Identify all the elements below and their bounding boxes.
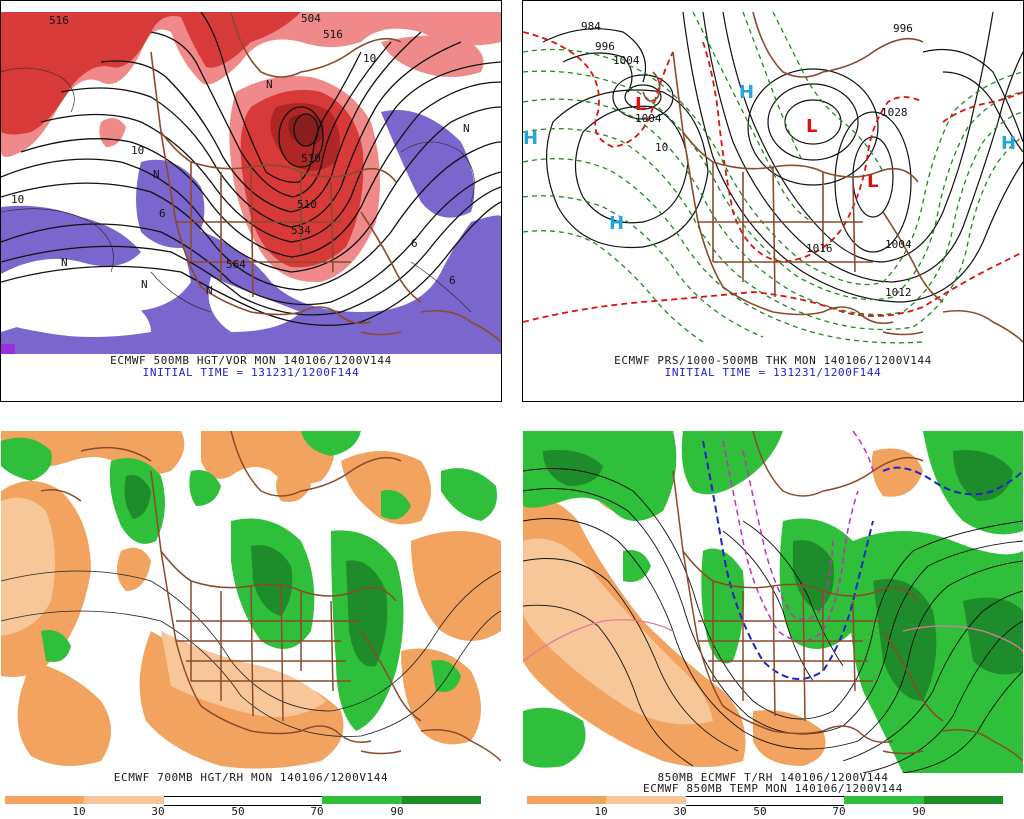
low-center: L [806,116,817,137]
coastlines [642,12,1023,343]
colorbar-bin [84,796,164,804]
colorbar-tick: 10 [72,805,86,818]
colorbar-bin [527,796,607,804]
contour-label: 996 [893,22,913,35]
panel-subtitle: INITIAL TIME = 131231/1200F144 [142,366,360,379]
contour-label: N [266,78,273,91]
low-center: L [867,171,878,192]
contour-label: 534 [291,224,311,237]
contour-label: N [153,168,160,181]
contour-label: 10 [655,141,668,154]
coastlines [672,431,1023,762]
colorbar-tick: 30 [151,805,165,818]
colorbar-tick: 10 [594,805,608,818]
vorticity-contours [1,67,475,313]
panel-850mb-temp-rh: 850MB ECMWF T/RH 140106/1200V144 ECMWF 8… [522,419,1024,819]
contour-label: 1028 [881,106,908,119]
panel-pressure-thickness: H H H H L L L 984 996 1004 1004 1016 102… [522,0,1024,402]
contour-label: 504 [301,12,321,25]
low-center: L [635,94,646,115]
contour-label: 1004 [885,238,912,251]
colorbar-tick: 70 [832,805,846,818]
panel-title: ECMWF PRS/1000-500MB THK MON 140106/1200… [614,354,932,367]
contour-label: N [61,256,68,269]
colorbar-tick: 30 [673,805,687,818]
contour-label: 6 [411,237,418,250]
light-dry-areas [1,497,326,717]
temp-contours [523,468,1023,773]
contour-label: 516 [323,28,343,41]
light-dry-areas [523,538,713,725]
colorbar-bin [764,796,845,806]
contour-label: N [206,284,213,297]
high-center: H [523,128,538,149]
contour-label: 10 [11,193,24,206]
contour-label: 10 [131,144,144,157]
colorbar [5,796,481,806]
isobars [542,12,1023,303]
high-center: H [609,213,624,234]
map-700mb-rh [1,431,501,773]
colorbar-bin [163,796,243,806]
contour-label: 10 [363,52,376,65]
very-moist-areas [124,475,388,667]
colorbar-bin [923,796,1003,804]
contour-label: N [463,122,470,135]
panel-700mb-hgt-rh: ECMWF 700MB HGT/RH MON 140106/1200V144 1… [0,419,502,819]
panel-500mb-hgt-vor: 516 504 516 510 510 534 10 10 10 564 6 6… [0,0,502,402]
colorbar-tick: 70 [310,805,324,818]
pink-contours [523,619,1023,662]
contour-label: 564 [226,258,246,271]
contour-label: N [141,278,148,291]
contour-label: 510 [301,152,321,165]
colorbar-tick: 90 [390,805,404,818]
height-contours [1,12,501,326]
coastlines [150,12,501,343]
contour-label: 1004 [613,54,640,67]
contour-label: 1004 [635,112,662,125]
thickness-540-contour [523,31,1023,323]
colorbar-bin [5,796,85,804]
pos-vorticity-area [288,114,325,145]
colorbar [527,796,1003,806]
contour-label: 996 [595,40,615,53]
contour-label: 1012 [885,286,912,299]
panel-subtitle: INITIAL TIME = 131231/1200F144 [664,366,882,379]
coastlines [40,431,501,762]
panel-title: ECMWF 700MB HGT/RH MON 140106/1200V144 [113,771,389,784]
panel-title-2: ECMWF 850MB TEMP MON 140106/1200V144 [642,782,903,795]
contour-label: 6 [449,274,456,287]
contour-label: 1016 [806,242,833,255]
height-contours [1,570,501,737]
contour-label: 516 [49,14,69,27]
panel-title: ECMWF 500MB HGT/VOR MON 140106/1200V144 [110,354,392,367]
zero-deg-contour [702,440,1023,680]
neg-vorticity-area [1,205,141,274]
contour-label: 6 [159,207,166,220]
panel-title: 850MB ECMWF T/RH 140106/1200V144 [657,771,889,784]
high-center: H [739,82,754,103]
colorbar-tick: 50 [231,805,245,818]
map-850mb-temp-rh [523,431,1023,773]
colorbar-bin [606,796,686,804]
colorbar-bin [685,796,765,806]
cold-contours [722,431,874,642]
high-center: H [1001,133,1016,154]
colorbar-bin [401,796,481,804]
colorbar-tick: 50 [753,805,767,818]
colorbar-bin [322,796,402,804]
colorbar-tick: 90 [912,805,926,818]
pos-vorticity-area [1,12,301,135]
neg-vorticity-area [381,110,475,218]
contour-label: 984 [581,20,601,33]
map-500mb: 516 504 516 510 510 534 10 10 10 564 6 6… [1,12,501,354]
map-pressure-thickness: H H H H L L L 984 996 1004 1004 1016 102… [523,12,1023,354]
colorbar-bin [844,796,924,804]
contour-label: 510 [297,198,317,211]
colorbar-bin [242,796,323,806]
